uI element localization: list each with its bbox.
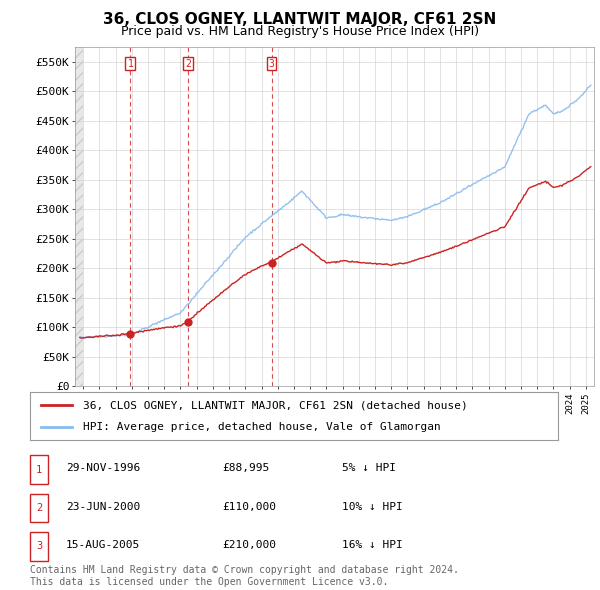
- Text: 2: 2: [36, 503, 42, 513]
- Text: £110,000: £110,000: [222, 502, 276, 512]
- Text: 16% ↓ HPI: 16% ↓ HPI: [342, 540, 403, 550]
- Text: 3: 3: [36, 542, 42, 551]
- Text: £88,995: £88,995: [222, 464, 269, 473]
- Bar: [75, 47, 83, 386]
- Text: 36, CLOS OGNEY, LLANTWIT MAJOR, CF61 2SN (detached house): 36, CLOS OGNEY, LLANTWIT MAJOR, CF61 2SN…: [83, 400, 467, 410]
- Text: 1: 1: [36, 465, 42, 474]
- Text: 36, CLOS OGNEY, LLANTWIT MAJOR, CF61 2SN: 36, CLOS OGNEY, LLANTWIT MAJOR, CF61 2SN: [103, 12, 497, 27]
- Text: 2: 2: [185, 59, 191, 69]
- Text: Contains HM Land Registry data © Crown copyright and database right 2024.
This d: Contains HM Land Registry data © Crown c…: [30, 565, 459, 587]
- Text: 15-AUG-2005: 15-AUG-2005: [66, 540, 140, 550]
- Text: 3: 3: [269, 59, 275, 69]
- Text: 10% ↓ HPI: 10% ↓ HPI: [342, 502, 403, 512]
- Bar: [125, 57, 135, 70]
- Text: 29-NOV-1996: 29-NOV-1996: [66, 464, 140, 473]
- Bar: [267, 57, 277, 70]
- Text: HPI: Average price, detached house, Vale of Glamorgan: HPI: Average price, detached house, Vale…: [83, 422, 440, 432]
- Text: Price paid vs. HM Land Registry's House Price Index (HPI): Price paid vs. HM Land Registry's House …: [121, 25, 479, 38]
- Text: 1: 1: [127, 59, 133, 69]
- Text: 23-JUN-2000: 23-JUN-2000: [66, 502, 140, 512]
- Text: 5% ↓ HPI: 5% ↓ HPI: [342, 464, 396, 473]
- Text: £210,000: £210,000: [222, 540, 276, 550]
- Bar: [184, 57, 193, 70]
